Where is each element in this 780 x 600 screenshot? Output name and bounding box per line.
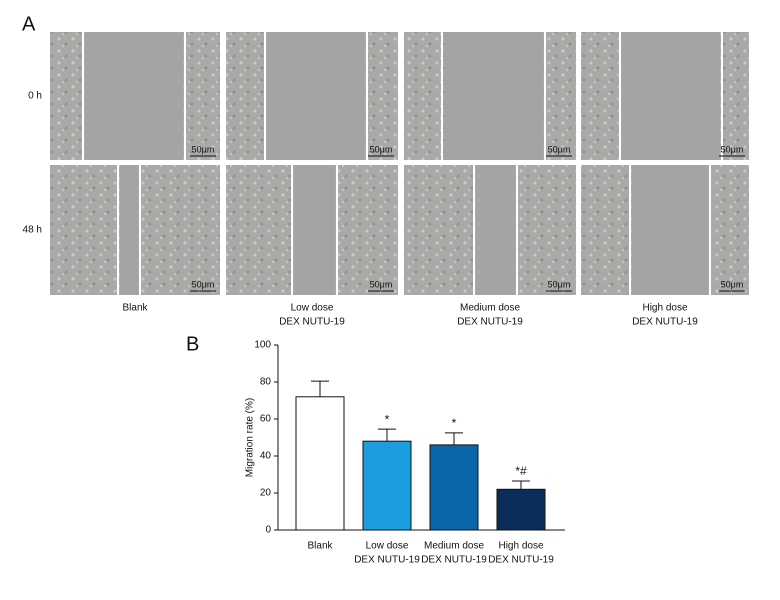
scale-bar-label: 50μm xyxy=(192,279,215,289)
column-label: DEX NUTU-19 xyxy=(279,317,345,328)
scratch-area xyxy=(622,32,720,160)
gap-edge xyxy=(336,165,338,295)
column-label: DEX NUTU-19 xyxy=(632,317,698,328)
panel-label: A xyxy=(22,13,36,35)
x-tick-label: DEX NUTU-19 xyxy=(354,555,420,566)
gap-edge xyxy=(82,32,84,160)
gap-edge xyxy=(619,32,621,160)
gap-edge xyxy=(629,165,631,295)
bar xyxy=(429,444,479,531)
gap-edge xyxy=(139,165,141,295)
x-tick-label: Blank xyxy=(307,541,333,552)
gap-edge xyxy=(117,165,119,295)
gap-edge xyxy=(291,165,293,295)
y-tick-label: 100 xyxy=(254,340,271,351)
gap-edge xyxy=(709,165,711,295)
column-label: High dose xyxy=(642,303,687,314)
x-tick-label: DEX NUTU-19 xyxy=(421,555,487,566)
scratch-area xyxy=(294,165,335,295)
scale-bar-label: 50μm xyxy=(548,279,571,289)
x-tick-label: Medium dose xyxy=(424,541,484,552)
x-tick-label: Low dose xyxy=(366,541,409,552)
y-tick-label: 80 xyxy=(260,377,272,388)
x-tick-label: DEX NUTU-19 xyxy=(488,555,554,566)
significance-label: * xyxy=(452,416,457,430)
gap-edge xyxy=(516,165,518,295)
bar xyxy=(362,440,412,531)
row-label: 48 h xyxy=(23,225,42,236)
gap-edge xyxy=(184,32,186,160)
y-tick-label: 0 xyxy=(265,525,271,536)
significance-label: *# xyxy=(515,464,527,478)
gap-edge xyxy=(264,32,266,160)
bar xyxy=(295,396,345,531)
scale-bar-label: 50μm xyxy=(370,279,393,289)
scratch-area xyxy=(85,32,183,160)
column-label: DEX NUTU-19 xyxy=(457,317,523,328)
column-label: Low dose xyxy=(291,303,334,314)
y-tick-label: 20 xyxy=(260,488,272,499)
y-axis-label: Migration rate (%) xyxy=(245,398,256,477)
column-label: Medium dose xyxy=(460,303,520,314)
scratch-area xyxy=(267,32,365,160)
scale-bar-label: 50μm xyxy=(548,144,571,154)
gap-edge xyxy=(473,165,475,295)
scale-bar-label: 50μm xyxy=(192,144,215,154)
gap-edge xyxy=(441,32,443,160)
gap-edge xyxy=(721,32,723,160)
scratch-area xyxy=(120,165,138,295)
scratch-area xyxy=(476,165,515,295)
significance-label: * xyxy=(385,412,390,426)
gap-edge xyxy=(544,32,546,160)
scale-bar-label: 50μm xyxy=(721,279,744,289)
x-tick-label: High dose xyxy=(498,541,543,552)
scratch-area xyxy=(444,32,543,160)
scratch-area xyxy=(632,165,708,295)
row-label: 0 h xyxy=(28,91,42,102)
panel-label: B xyxy=(186,333,199,355)
bar xyxy=(496,488,546,531)
gap-edge xyxy=(366,32,368,160)
y-tick-label: 40 xyxy=(260,451,272,462)
column-label: Blank xyxy=(122,303,148,314)
y-tick-label: 60 xyxy=(260,414,272,425)
scale-bar-label: 50μm xyxy=(721,144,744,154)
scale-bar-label: 50μm xyxy=(370,144,393,154)
